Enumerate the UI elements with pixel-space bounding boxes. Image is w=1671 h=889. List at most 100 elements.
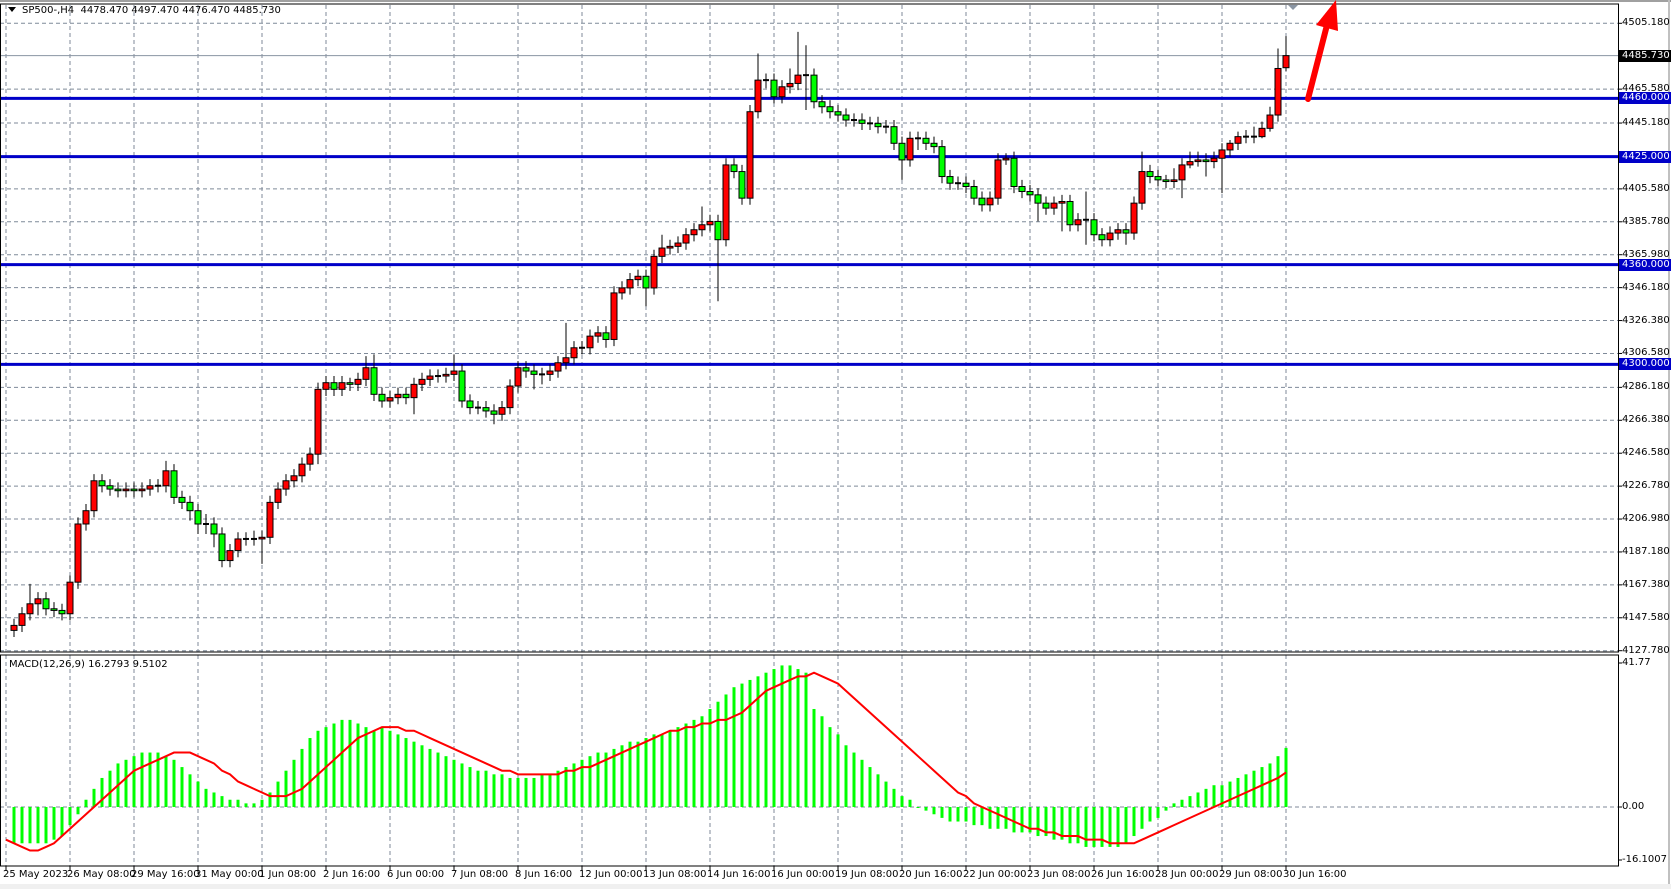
macd-histogram-bar xyxy=(548,774,552,807)
candle-bear xyxy=(194,510,202,525)
candle-bull xyxy=(594,332,602,337)
candle-bull xyxy=(1138,171,1146,204)
macd-histogram-bar xyxy=(164,756,168,807)
candle-bull xyxy=(498,407,506,415)
candle-bear xyxy=(178,496,186,503)
price-tick-label: 4405.580 xyxy=(1622,182,1670,194)
macd-histogram-bar xyxy=(844,745,848,807)
macd-histogram-bar xyxy=(1220,785,1224,807)
macd-histogram-bar xyxy=(876,774,880,807)
level-price-label: 4425.000 xyxy=(1619,150,1671,163)
macd-histogram-bar xyxy=(812,708,816,807)
macd-histogram-bar xyxy=(540,774,544,807)
macd-histogram-bar xyxy=(1084,807,1088,847)
macd-histogram-bar xyxy=(332,723,336,807)
time-tick-label: 13 Jun 08:00 xyxy=(643,869,707,880)
candle-bear xyxy=(1034,194,1042,204)
candle-bull xyxy=(1130,202,1138,234)
price-tick-label: 4445.180 xyxy=(1622,117,1670,129)
candle-bull xyxy=(1258,127,1266,138)
macd-histogram-bar xyxy=(124,759,128,807)
candle-bull xyxy=(746,111,754,199)
macd-histogram-bar xyxy=(460,763,464,807)
macd-histogram-bar xyxy=(1100,807,1104,847)
candle-bull xyxy=(354,378,362,385)
macd-histogram-bar xyxy=(1268,763,1272,807)
macd-histogram-bar xyxy=(1068,807,1072,844)
candle-bear xyxy=(1026,191,1034,196)
macd-histogram-bar xyxy=(868,767,872,807)
candle-bull xyxy=(338,382,346,390)
candle-bull xyxy=(1226,142,1234,151)
candle-bull xyxy=(1106,232,1114,241)
macd-histogram-bar xyxy=(428,748,432,807)
macd-histogram-bar xyxy=(996,807,1000,829)
macd-histogram-bar xyxy=(196,781,200,807)
dropdown-triangle-icon[interactable] xyxy=(8,7,16,12)
price-tick-label: 4167.380 xyxy=(1622,578,1670,590)
macd-tick-label: 0.00 xyxy=(1622,801,1645,812)
price-tick-label: 4246.580 xyxy=(1622,447,1670,459)
bottom-border xyxy=(0,884,1671,889)
candlestick-series xyxy=(10,31,1290,638)
macd-histogram-bar xyxy=(92,788,96,807)
price-tick-label: 4266.380 xyxy=(1622,414,1670,426)
candle-bull xyxy=(418,378,426,385)
macd-histogram-bar xyxy=(676,727,680,807)
macd-histogram-bar xyxy=(36,807,40,844)
macd-histogram-bar xyxy=(972,807,976,826)
candle-bear xyxy=(770,79,778,98)
candle-bear xyxy=(482,407,490,412)
macd-histogram-bar xyxy=(228,799,232,807)
macd-histogram-bar xyxy=(1060,807,1064,840)
candle-bull xyxy=(266,501,274,538)
candle-bull xyxy=(1234,136,1242,144)
time-tick-label: 26 Jun 16:00 xyxy=(1091,869,1155,880)
macd-pane xyxy=(5,665,1288,852)
candle-bull xyxy=(994,159,1002,199)
macd-histogram-bar xyxy=(292,759,296,807)
candle-bear xyxy=(58,609,66,615)
time-tick-label: 23 Jun 08:00 xyxy=(1027,869,1091,880)
macd-histogram-bar xyxy=(980,807,984,826)
candle-bull xyxy=(74,523,82,583)
support-resistance-levels xyxy=(0,55,1618,366)
macd-histogram-bar xyxy=(52,807,56,840)
macd-histogram-bar xyxy=(12,807,16,844)
candle-bear xyxy=(1202,159,1210,163)
macd-histogram-bar xyxy=(140,752,144,807)
macd-histogram-bar xyxy=(1020,807,1024,833)
candle-bull xyxy=(306,453,314,465)
macd-histogram-bar xyxy=(900,796,904,807)
macd-histogram-bar xyxy=(108,770,112,807)
macd-histogram-bar xyxy=(580,759,584,807)
candle-bull xyxy=(26,603,34,615)
macd-histogram-bar xyxy=(1124,807,1128,844)
candle-bull xyxy=(386,397,394,402)
candle-bear xyxy=(114,488,122,492)
candle-bull xyxy=(274,488,282,503)
macd-histogram-bar xyxy=(916,807,920,808)
time-tick-label: 28 Jun 00:00 xyxy=(1155,869,1219,880)
macd-histogram-bar xyxy=(764,672,768,807)
price-tick-label: 4306.580 xyxy=(1622,347,1670,359)
macd-histogram-bar xyxy=(684,723,688,807)
candle-bear xyxy=(210,523,218,535)
price-tick-label: 4505.180 xyxy=(1622,17,1670,29)
candle-bear xyxy=(106,485,114,490)
macd-histogram-bar xyxy=(724,694,728,807)
macd-histogram-bar xyxy=(284,770,288,807)
macd-histogram-bar xyxy=(820,716,824,807)
candle-bull xyxy=(786,82,794,88)
candle-bull xyxy=(554,362,562,372)
macd-histogram-bar xyxy=(804,672,808,807)
candle-bull xyxy=(18,613,26,626)
macd-histogram-bar xyxy=(596,752,600,807)
candle-bull xyxy=(66,581,74,615)
macd-histogram-bar xyxy=(236,799,240,807)
macd-histogram-bar xyxy=(1212,785,1216,807)
macd-histogram-bar xyxy=(268,792,272,807)
candle-bull xyxy=(1186,161,1194,166)
